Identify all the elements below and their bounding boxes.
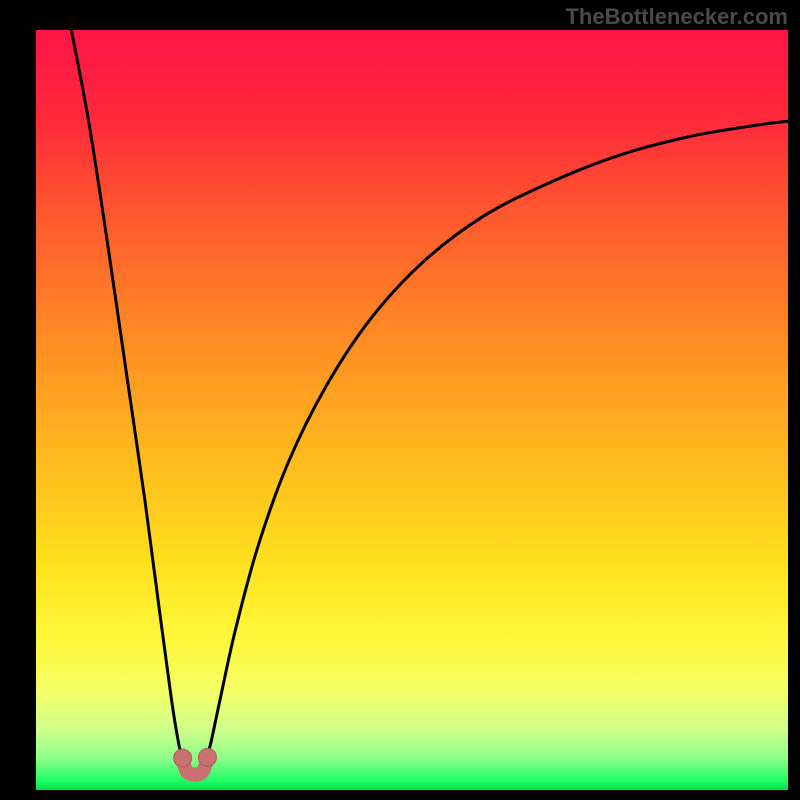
valley-marker-1	[198, 748, 216, 766]
watermark-text: TheBottlenecker.com	[565, 4, 788, 29]
gradient-background	[36, 30, 788, 790]
valley-marker-0	[174, 749, 192, 767]
bottleneck-chart: TheBottlenecker.com	[0, 0, 800, 800]
